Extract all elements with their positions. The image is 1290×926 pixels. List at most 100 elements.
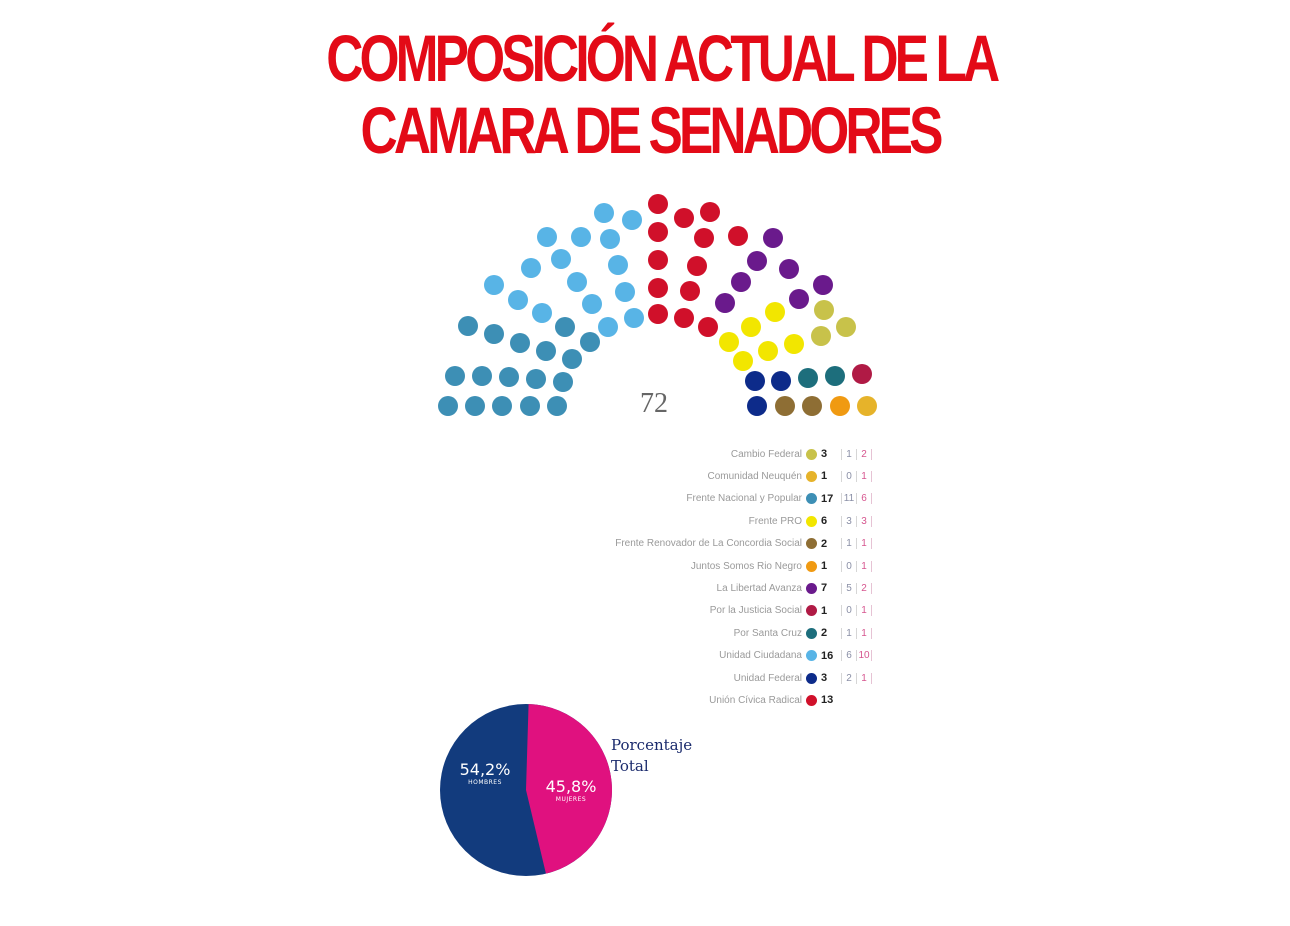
legend-row: Frente Renovador de La Concordia Social 2…: [500, 533, 900, 555]
seat-dot: [719, 332, 739, 352]
pie-label-women: 45,8% MUJERES: [534, 777, 608, 803]
women-count: 1: [857, 560, 872, 572]
seat-dot: [758, 341, 778, 361]
seat-dot: [648, 222, 668, 242]
party-color-swatch: [806, 627, 817, 639]
seat-dot: [598, 317, 618, 337]
party-name: Comunidad Neuquén: [707, 470, 802, 482]
women-count: 1: [857, 605, 872, 617]
seat-dot: [594, 203, 614, 223]
seat-dot: [779, 259, 799, 279]
party-name: Frente Nacional y Popular: [686, 493, 802, 505]
seat-dot: [445, 366, 465, 386]
seat-dot: [615, 282, 635, 302]
seat-dot: [622, 210, 642, 230]
women-count: 1: [857, 627, 872, 639]
title-line-2: CAMARA DE SENADORES: [360, 93, 944, 167]
seat-dot: [700, 202, 720, 222]
men-count: 5: [841, 582, 857, 594]
seat-dot: [698, 317, 718, 337]
seat-dot: [731, 272, 751, 292]
men-count: 0: [841, 560, 857, 572]
legend-row: Frente Nacional y Popular 17 11 6: [500, 488, 900, 510]
men-count: 1: [841, 627, 857, 639]
seat-dot: [687, 256, 707, 276]
party-color-swatch: [806, 582, 817, 594]
seat-dot: [472, 366, 492, 386]
seat-count: 7: [821, 582, 828, 595]
seat-dot: [771, 371, 791, 391]
legend-row: Juntos Somos Rio Negro 1 0 1: [500, 555, 900, 577]
seat-count: 16: [821, 649, 834, 662]
seat-dot: [499, 367, 519, 387]
gender-pie-chart: [440, 704, 612, 876]
seat-dot: [674, 208, 694, 228]
party-name: La Libertad Avanza: [716, 582, 802, 594]
women-count: 1: [857, 538, 872, 550]
seat-dot: [694, 228, 714, 248]
seat-dot: [484, 324, 504, 344]
pie-title-line-1: Porcentaje: [611, 736, 693, 754]
seat-dot: [741, 317, 761, 337]
total-seats-label: 72: [640, 388, 668, 419]
seat-dot: [608, 255, 628, 275]
women-percentage: 45,8%: [545, 777, 597, 796]
men-count: 0: [841, 605, 857, 617]
seat-dot: [537, 227, 557, 247]
party-name: Unidad Federal: [733, 672, 802, 684]
legend-row: Por la Justicia Social 1 0 1: [500, 600, 900, 622]
seat-dot: [830, 396, 850, 416]
seat-dot: [624, 308, 644, 328]
seat-dot: [728, 226, 748, 246]
men-count: 2: [841, 672, 857, 684]
party-name: Cambio Federal: [730, 448, 802, 460]
seat-count: 3: [821, 672, 828, 684]
seat-dot: [438, 396, 458, 416]
party-color-swatch: [806, 672, 817, 684]
seat-dot: [674, 308, 694, 328]
seat-count: 1: [821, 560, 828, 572]
seat-dot: [600, 229, 620, 249]
women-count: 1: [857, 470, 872, 482]
seat-dot: [852, 364, 872, 384]
seat-dot: [648, 304, 668, 324]
party-color-swatch: [806, 560, 817, 572]
pie-title: Porcentaje Total: [611, 735, 692, 777]
seat-dot: [562, 349, 582, 369]
men-label: HOMBRES: [468, 779, 502, 786]
seat-dot: [520, 396, 540, 416]
seat-dot: [580, 332, 600, 352]
seat-dot: [784, 334, 804, 354]
legend-row: La Libertad Avanza 7 5 2: [500, 577, 900, 599]
seat-count: 1: [821, 470, 828, 483]
seat-dot: [521, 258, 541, 278]
women-count: 6: [857, 493, 872, 505]
seat-dot: [747, 396, 767, 416]
legend-row: Cambio Federal 3 1 2: [500, 443, 900, 465]
seat-dot: [747, 251, 767, 271]
party-name: Frente PRO: [748, 515, 802, 527]
seat-dot: [811, 326, 831, 346]
party-color-swatch: [806, 493, 817, 505]
seat-count: 13: [821, 694, 834, 707]
seat-dot: [458, 316, 478, 336]
seat-dot: [567, 272, 587, 292]
seat-dot: [648, 194, 668, 214]
seat-dot: [547, 396, 567, 416]
seat-dot: [553, 372, 573, 392]
pie-slice-women: [526, 704, 612, 874]
seat-dot: [798, 368, 818, 388]
party-color-swatch: [806, 650, 817, 662]
legend-row: Unión Cívica Radical 13: [500, 689, 900, 711]
seat-dot: [745, 371, 765, 391]
seat-dot: [582, 294, 602, 314]
seat-dot: [508, 290, 528, 310]
seat-dot: [492, 396, 512, 416]
women-label: MUJERES: [555, 796, 587, 803]
women-count: 2: [857, 448, 872, 460]
seat-dot: [789, 289, 809, 309]
men-count: 1: [841, 448, 857, 460]
parliament-chart: [0, 0, 1290, 440]
legend-row: Por Santa Cruz 2 1 1: [500, 622, 900, 644]
seat-dot: [465, 396, 485, 416]
